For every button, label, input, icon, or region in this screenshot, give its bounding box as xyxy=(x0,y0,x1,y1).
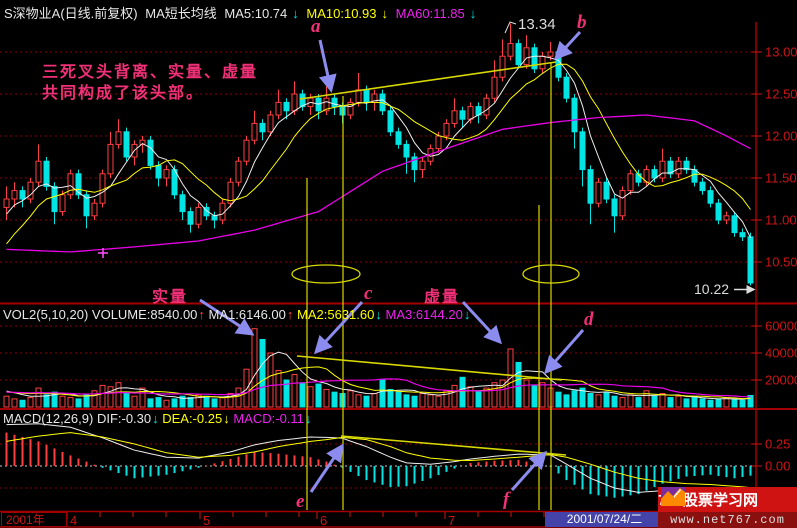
date-badge: 2001/07/24/二 xyxy=(545,512,664,527)
ma-value-trend-arrow-1: ↓ xyxy=(381,6,389,21)
site-logo-icon xyxy=(661,487,685,506)
macd-value-0: DIF:-0.30 xyxy=(96,411,152,426)
analyst-note-line2: 共同构成了该头部。 xyxy=(42,85,205,102)
low-price-marker: 10.22 xyxy=(694,281,730,297)
annotation-label-c: c xyxy=(364,283,373,304)
axis-tick-label: 13.00 xyxy=(765,45,797,60)
axis-tick-label: 12.50 xyxy=(765,87,797,102)
volume-formula: VOL2(5,10,20) xyxy=(3,307,89,322)
ma-values: MA5:10.74 ↓ MA10:10.93 ↓ MA60:11.85 ↓ xyxy=(224,6,480,21)
axis-tick-label: 10.50 xyxy=(765,255,797,270)
pointer-arrow-layer xyxy=(199,21,756,493)
vol-value-3: MA3:6144.20 xyxy=(385,307,463,322)
vol-value-2: MA2:5631.60 xyxy=(297,307,375,322)
macd-panel-header: MACD(12,26,9) DIF:-0.30↓ DEA:-0.25↓ MACD… xyxy=(3,411,311,426)
axis-tick-label: 0.25 xyxy=(765,437,790,452)
analyst-note: 三死叉头背离、实量、虚量 共同构成了该头部。 xyxy=(42,62,258,104)
axis-labels: 13.00 12.50 12.00 11.50 11.00 10.50 60000 40000… xyxy=(752,45,797,474)
vol-value-0: VOLUME:8540.00 xyxy=(91,307,198,322)
watermark-banner: 767股票学习网 xyxy=(658,487,797,512)
macd-value-trend-arrow-1: ↓ xyxy=(223,411,230,426)
year-label: 2001年 xyxy=(1,512,67,527)
symbol-title: S深物业A(日线.前复权) xyxy=(4,6,138,21)
annotation-label-e: e xyxy=(296,491,305,512)
macd-value-trend-arrow-2: ↓ xyxy=(304,411,312,426)
annotation-label-shiliang: 实量 xyxy=(152,289,189,306)
ma-value-trend-arrow-2: ↓ xyxy=(469,6,477,21)
analyst-note-line1: 三死叉头背离、实量、虚量 xyxy=(42,64,259,81)
vol-value-trend-arrow-0: ↑ xyxy=(198,307,205,322)
annotation-label-b: b xyxy=(577,12,587,33)
annotation-label-d: d xyxy=(584,309,594,330)
watermark-url: www.net767.com xyxy=(658,512,797,528)
vol-value-trend-arrow-3: ↓ xyxy=(463,307,471,322)
annotation-label-f: f xyxy=(503,489,510,510)
time-axis-month-5: 5 xyxy=(203,513,211,528)
axis-tick-label: 40000 xyxy=(765,346,797,361)
axis-tick-label: 11.50 xyxy=(765,171,797,186)
ma-value-trend-arrow-0: ↓ xyxy=(292,6,299,21)
macd-value-trend-arrow-0: ↓ xyxy=(152,411,159,426)
time-axis-month-6: 6 xyxy=(320,513,328,528)
annotation-label-a: a xyxy=(311,16,321,37)
macd-layer xyxy=(5,423,752,498)
high-price-marker: 13.34 xyxy=(518,16,556,33)
indicator-subtitle: MA短长均线 xyxy=(145,6,217,21)
vol-value-1: MA1:6146.00 xyxy=(208,307,286,322)
vol-value-trend-arrow-1: ↑ xyxy=(286,307,294,322)
ma-value-0: MA5:10.74 xyxy=(224,6,288,21)
vol-value-trend-arrow-2: ↓ xyxy=(375,307,382,322)
macd-value-2: MACD:-0.11 xyxy=(233,411,304,426)
axis-tick-label: 0.00 xyxy=(765,459,790,474)
macd-value-1: DEA:-0.25 xyxy=(162,411,223,426)
ma-value-2: MA60:11.85 xyxy=(395,6,465,21)
drawn-annotation-layer xyxy=(98,61,580,510)
time-axis-month-7: 7 xyxy=(448,513,456,528)
annotation-label-xuliang: 虚量 xyxy=(424,289,461,306)
time-axis-month-4: 4 xyxy=(70,513,78,528)
volume-panel-header: VOL2(5,10,20) VOLUME:8540.00↑ MA1:6146.0… xyxy=(3,307,470,322)
axis-tick-label: 12.00 xyxy=(765,129,797,144)
axis-tick-label: 11.00 xyxy=(765,213,797,228)
ma-value-1: MA10:10.93 xyxy=(306,6,377,21)
watermark: 767股票学习网 www.net767.com xyxy=(658,487,797,528)
volume-layer xyxy=(3,328,754,408)
price-ma-lines xyxy=(6,55,751,253)
volume-values: VOLUME:8540.00↑ MA1:6146.00↑ MA2:5631.60… xyxy=(92,307,470,322)
macd-formula: MACD(12,26,9) xyxy=(3,411,94,426)
macd-values: DIF:-0.30↓ DEA:-0.25↓ MACD:-0.11↓ xyxy=(97,411,311,426)
main-chart-header: S深物业A(日线.前复权) MA短长均线 MA5:10.74 ↓ MA10:10.… xyxy=(4,3,484,22)
axis-tick-label: 60000 xyxy=(765,319,797,334)
